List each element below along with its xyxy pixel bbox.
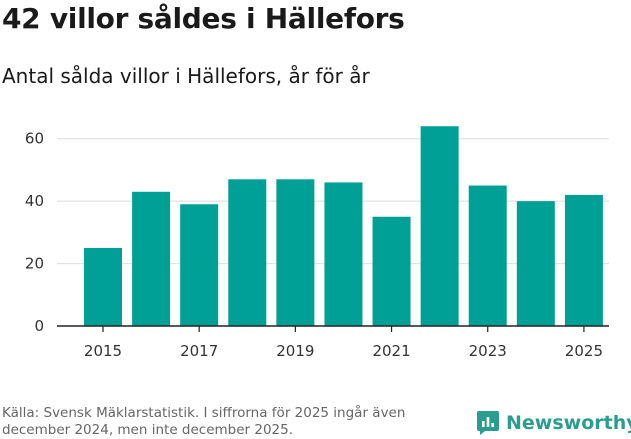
bar-chart: 0 20 40 60 2015 2017 2019 2021 2023 2025 (25, 126, 609, 360)
chart-subtitle: Antal sålda villor i Hällefors, år för å… (2, 64, 370, 88)
x-tick-label-2019: 2019 (276, 342, 314, 360)
chart-title: 42 villor såldes i Hällefors (2, 2, 405, 35)
bar-2016 (132, 191, 171, 326)
y-tick-label-60: 60 (25, 130, 44, 148)
bar-2017 (180, 204, 219, 326)
newsworthy-logo-icon (477, 411, 499, 435)
bar-2025 (564, 194, 603, 326)
bar-2022 (420, 126, 459, 326)
x-tick-label-2015: 2015 (84, 342, 122, 360)
x-tick-label-2021: 2021 (372, 342, 410, 360)
y-tick-label-20: 20 (25, 255, 44, 273)
y-tick-label-40: 40 (25, 192, 44, 210)
bar-2021 (372, 216, 411, 326)
x-tick-label-2017: 2017 (180, 342, 218, 360)
brand-name: Newsworthy (506, 412, 631, 434)
bar-2018 (228, 179, 267, 326)
bar-2020 (324, 182, 363, 326)
bar-2024 (516, 201, 555, 326)
x-tick-label-2025: 2025 (565, 342, 603, 360)
bar-2015 (84, 247, 122, 326)
source-note: Källa: Svensk Mäklarstatistik. I siffror… (2, 405, 406, 438)
x-tick-label-2023: 2023 (469, 342, 507, 360)
newsworthy-brand: Newsworthy (476, 408, 631, 438)
y-tick-label-0: 0 (34, 317, 44, 335)
bar-2023 (468, 185, 507, 326)
bar-2019 (276, 179, 315, 326)
